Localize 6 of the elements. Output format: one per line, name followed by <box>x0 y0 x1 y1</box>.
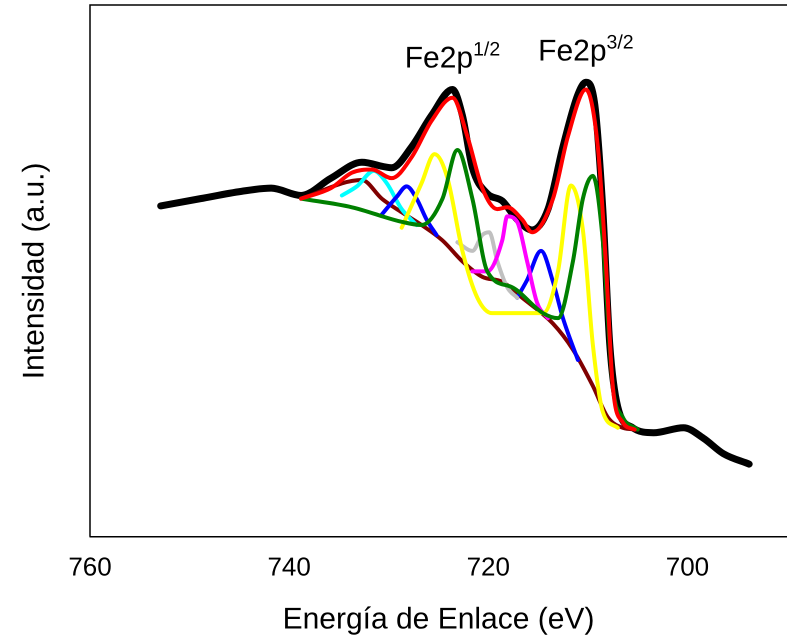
x-tick-label: 720 <box>466 552 510 582</box>
x-tick-label: 760 <box>68 552 112 582</box>
x-tick-label: 740 <box>267 552 311 582</box>
y-axis-title: Intensidad (a.u.) <box>17 162 50 380</box>
x-axis-title: Energía de Enlace (eV) <box>282 602 594 636</box>
x-tick-label: 700 <box>666 552 710 582</box>
